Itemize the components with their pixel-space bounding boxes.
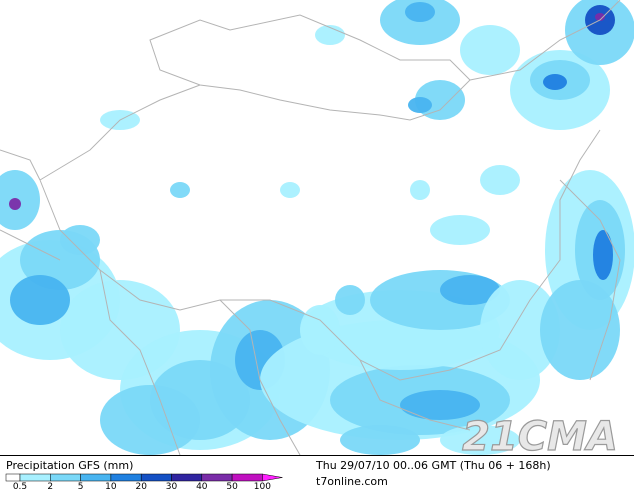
legend-swatch (5, 473, 21, 482)
legend-tick-label: 50 (226, 482, 238, 490)
legend-tick-label: 5 (78, 482, 84, 490)
precip-area (405, 2, 435, 22)
precip-area (440, 425, 520, 455)
legend-tick-label: 0.5 (13, 482, 27, 490)
legend-tick-label: 40 (196, 482, 208, 490)
precip-area (170, 182, 190, 198)
precip-area (543, 74, 567, 90)
legend-swatch (171, 473, 203, 482)
legend-swatch (231, 473, 263, 482)
legend-tick-label: 30 (166, 482, 178, 490)
precip-area (480, 280, 560, 380)
precip-area (340, 425, 420, 455)
precip-layer (0, 0, 634, 455)
valid-time: Thu 29/07/10 00..06 GMT (Thu 06 + 168h) (315, 459, 551, 472)
precip-area (400, 390, 480, 420)
legend-swatch (140, 473, 172, 482)
borders (0, 0, 621, 456)
legend-swatch (201, 473, 233, 482)
precip-area (280, 182, 300, 198)
precip-area (60, 225, 100, 255)
precip-area (410, 180, 430, 200)
precip-area (335, 285, 365, 315)
precip-area (380, 0, 460, 45)
legend-tick-label: 20 (135, 482, 147, 490)
legend-swatch (80, 473, 112, 482)
legend-tick-label: 10 (105, 482, 117, 490)
watermark: 21CMA (462, 414, 618, 460)
precip-area (315, 25, 345, 45)
legend-swatch (262, 473, 283, 482)
border (149, 14, 471, 121)
precip-area (10, 275, 70, 325)
source: t7online.com (316, 475, 388, 488)
precip-area (595, 13, 605, 21)
precip-area (460, 25, 520, 75)
precip-area (540, 280, 620, 380)
precip-area (480, 165, 520, 195)
precip-area (0, 170, 40, 230)
precip-area (593, 230, 613, 280)
precip-area (9, 198, 21, 210)
precip-area (430, 215, 490, 245)
legend-swatch (50, 473, 81, 482)
border (0, 149, 621, 456)
precip-area (100, 385, 200, 455)
legend: 0.5 2 5 10 20 30 40 50 100 (5, 473, 283, 490)
border (469, 0, 621, 81)
legend-swatch (110, 473, 142, 482)
precip-area (408, 97, 432, 113)
footer (0, 455, 634, 490)
footer-title: Precipitation GFS (mm) (6, 459, 133, 472)
precip-area (440, 275, 500, 305)
legend-swatch (19, 473, 51, 482)
legend-tick-label: 100 (254, 482, 271, 490)
legend-tick-label: 2 (47, 482, 53, 490)
precip-area (300, 305, 340, 355)
